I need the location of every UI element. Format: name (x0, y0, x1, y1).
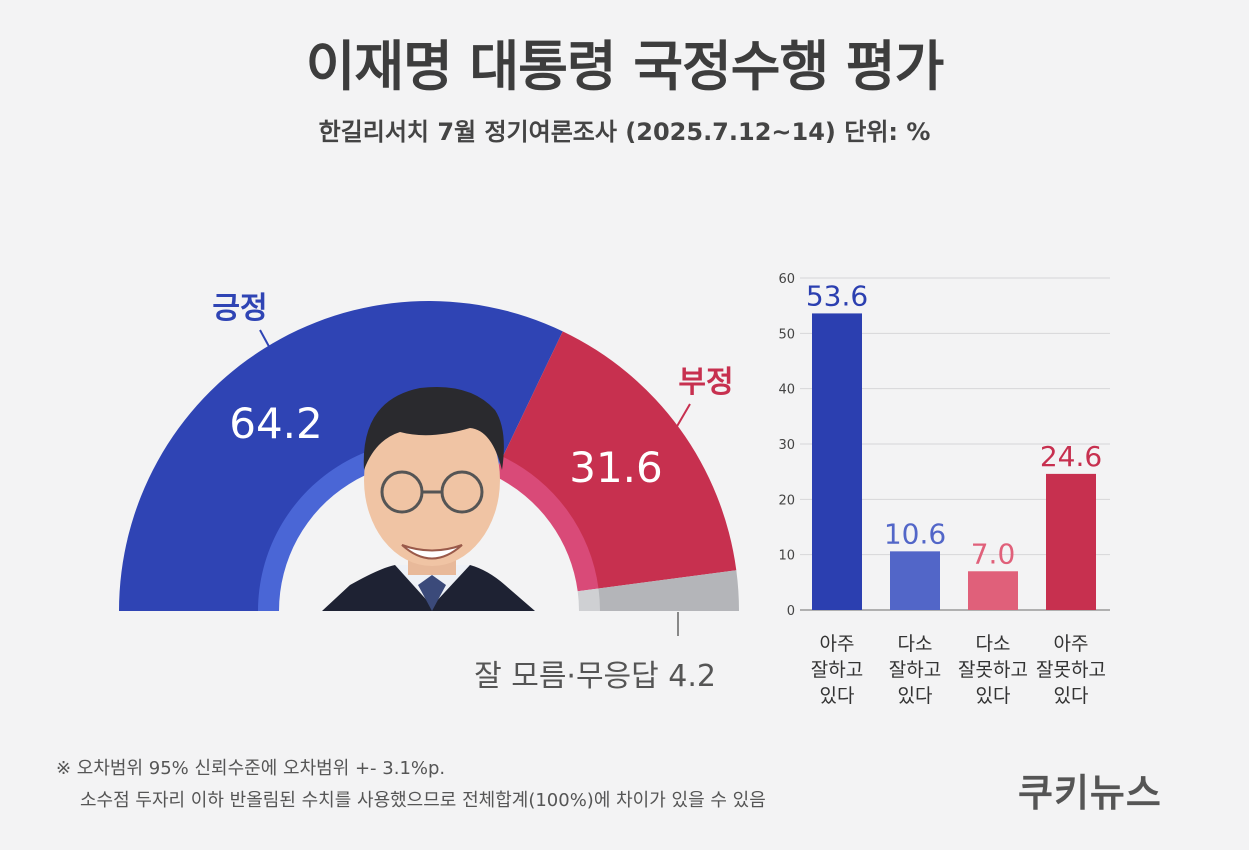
category-label: 아주 (820, 633, 855, 655)
category-label: 다소 (898, 633, 933, 655)
unknown-label: 잘 모름·무응답 4.2 (474, 659, 716, 694)
y-tick-label: 60 (778, 272, 795, 287)
positive-slice (119, 301, 563, 611)
positive-leader-line (259, 329, 273, 353)
bar-value-label: 10.6 (884, 517, 946, 550)
category-label: 있다 (898, 685, 933, 707)
category-label: 있다 (1054, 685, 1089, 707)
bar-value-label: 7.0 (971, 537, 1016, 570)
y-tick-label: 0 (787, 604, 795, 619)
approval-half-donut: 긍정 64.2 부정 31.6 잘 모름·무응답 4.2 (119, 291, 739, 694)
bar-value-label: 24.6 (1040, 440, 1102, 473)
category-label: 있다 (820, 685, 855, 707)
y-tick-label: 20 (778, 493, 795, 508)
negative-value: 31.6 (569, 443, 663, 492)
bar (968, 571, 1018, 610)
negative-label: 부정 (678, 365, 733, 400)
kukinews-logo: 쿠키뉴스 (1018, 771, 1162, 815)
positive-label: 긍정 (212, 291, 267, 326)
negative-slice (502, 331, 737, 589)
y-tick-label: 10 (778, 549, 795, 564)
positive-slice-inner-ring (258, 440, 503, 611)
note-line-2: 소수점 두자리 이하 반올림된 수치를 사용했으므로 전체합계(100%)에 차… (80, 790, 766, 811)
category-label: 다소 (976, 633, 1011, 655)
chart-title: 이재명 대통령 국정수행 평가 (305, 35, 945, 98)
bar-value-label: 53.6 (806, 279, 868, 312)
chart-subtitle: 한길리서치 7월 정기여론조사 (2025.7.12~14) 단위: % (318, 118, 931, 146)
y-tick-label: 50 (778, 327, 795, 342)
unknown-slice-inner-ring (577, 588, 600, 611)
bar (1046, 473, 1096, 610)
president-portrait (322, 386, 535, 611)
category-label: 잘하고 (889, 659, 941, 681)
unknown-slice (597, 570, 739, 611)
category-label: 잘하고 (811, 659, 863, 681)
y-tick-label: 40 (778, 383, 795, 398)
y-tick-label: 30 (778, 438, 795, 453)
category-label: 아주 (1054, 633, 1089, 655)
category-label: 잘못하고 (1036, 659, 1106, 681)
category-label: 잘못하고 (958, 659, 1028, 681)
bar (812, 313, 862, 610)
negative-slice-inner-ring (493, 456, 599, 592)
negative-leader-line (675, 403, 691, 429)
bar (890, 551, 940, 610)
note-line-1: ※ 오차범위 95% 신뢰수준에 오차범위 +- 3.1%p. (56, 758, 446, 779)
positive-value: 64.2 (229, 399, 323, 448)
category-label: 있다 (976, 685, 1011, 707)
